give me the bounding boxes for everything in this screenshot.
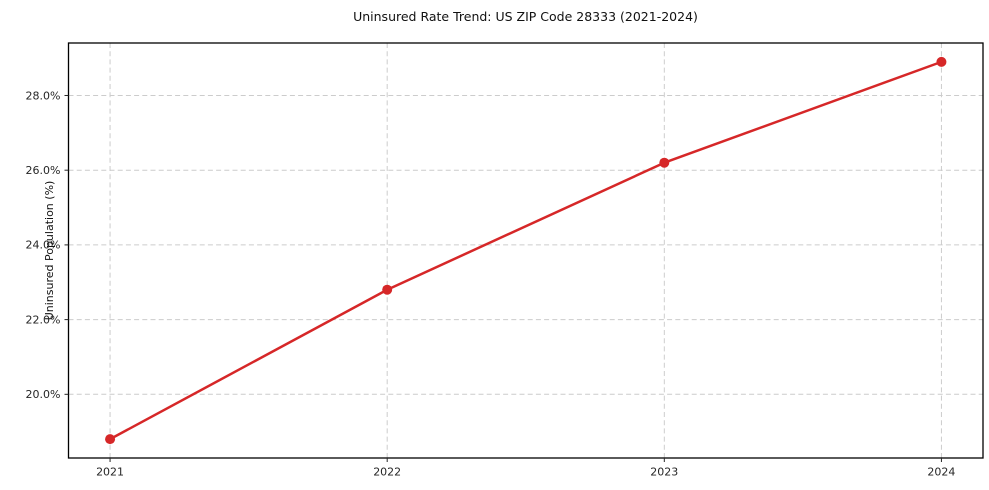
x-tick-label: 2024 <box>927 466 955 479</box>
x-tick-label: 2023 <box>650 466 678 479</box>
y-tick-label: 26.0% <box>26 164 61 177</box>
data-point <box>936 56 947 67</box>
chart-title: Uninsured Rate Trend: US ZIP Code 28333 … <box>353 9 698 24</box>
data-point-markers <box>105 56 947 445</box>
trend-line <box>108 60 943 441</box>
axis-ticks <box>64 94 942 462</box>
data-point <box>105 434 116 445</box>
gridlines <box>68 43 983 458</box>
y-tick-label: 22.0% <box>26 313 61 326</box>
y-tick-label: 20.0% <box>26 388 61 401</box>
plot-border <box>67 42 984 459</box>
y-tick-label: 24.0% <box>26 239 61 252</box>
x-tick-label: 2021 <box>96 466 124 479</box>
axis-tick-labels: 20.0% 22.0% 24.0% 26.0% 28.0% 2021 2022 2023 202… <box>26 89 956 478</box>
y-axis-label: Uninsured Population (%) <box>43 181 56 321</box>
x-tick-label: 2022 <box>373 466 401 479</box>
data-point <box>382 284 393 295</box>
y-tick-label: 28.0% <box>26 89 61 102</box>
data-point <box>659 157 670 168</box>
